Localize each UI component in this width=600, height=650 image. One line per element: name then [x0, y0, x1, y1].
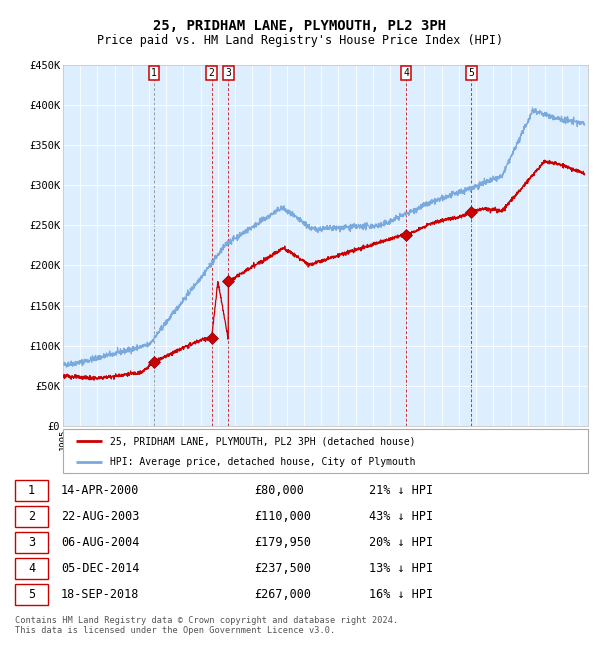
- Text: 3: 3: [28, 536, 35, 549]
- FancyBboxPatch shape: [15, 558, 48, 579]
- Text: 21% ↓ HPI: 21% ↓ HPI: [369, 484, 433, 497]
- Text: HPI: Average price, detached house, City of Plymouth: HPI: Average price, detached house, City…: [110, 457, 416, 467]
- Text: £267,000: £267,000: [254, 588, 311, 601]
- FancyBboxPatch shape: [15, 532, 48, 553]
- Text: 14-APR-2000: 14-APR-2000: [61, 484, 139, 497]
- Text: 4: 4: [28, 562, 35, 575]
- Text: 13% ↓ HPI: 13% ↓ HPI: [369, 562, 433, 575]
- FancyBboxPatch shape: [15, 480, 48, 501]
- Text: 25, PRIDHAM LANE, PLYMOUTH, PL2 3PH (detached house): 25, PRIDHAM LANE, PLYMOUTH, PL2 3PH (det…: [110, 436, 416, 447]
- Text: £237,500: £237,500: [254, 562, 311, 575]
- Text: Contains HM Land Registry data © Crown copyright and database right 2024.
This d: Contains HM Land Registry data © Crown c…: [15, 616, 398, 635]
- Text: Price paid vs. HM Land Registry's House Price Index (HPI): Price paid vs. HM Land Registry's House …: [97, 34, 503, 47]
- Text: 2: 2: [209, 68, 215, 78]
- Text: 06-AUG-2004: 06-AUG-2004: [61, 536, 139, 549]
- Text: 18-SEP-2018: 18-SEP-2018: [61, 588, 139, 601]
- Text: 16% ↓ HPI: 16% ↓ HPI: [369, 588, 433, 601]
- Text: £179,950: £179,950: [254, 536, 311, 549]
- Text: 05-DEC-2014: 05-DEC-2014: [61, 562, 139, 575]
- Text: 2: 2: [28, 510, 35, 523]
- Text: £110,000: £110,000: [254, 510, 311, 523]
- Text: 5: 5: [28, 588, 35, 601]
- FancyBboxPatch shape: [15, 506, 48, 527]
- Text: 4: 4: [403, 68, 409, 78]
- Text: 43% ↓ HPI: 43% ↓ HPI: [369, 510, 433, 523]
- FancyBboxPatch shape: [15, 584, 48, 605]
- Text: 25, PRIDHAM LANE, PLYMOUTH, PL2 3PH: 25, PRIDHAM LANE, PLYMOUTH, PL2 3PH: [154, 19, 446, 33]
- Text: 3: 3: [226, 68, 231, 78]
- Text: £80,000: £80,000: [254, 484, 304, 497]
- Text: 1: 1: [28, 484, 35, 497]
- Text: 22-AUG-2003: 22-AUG-2003: [61, 510, 139, 523]
- Text: 5: 5: [469, 68, 474, 78]
- Text: 1: 1: [151, 68, 157, 78]
- Text: 20% ↓ HPI: 20% ↓ HPI: [369, 536, 433, 549]
